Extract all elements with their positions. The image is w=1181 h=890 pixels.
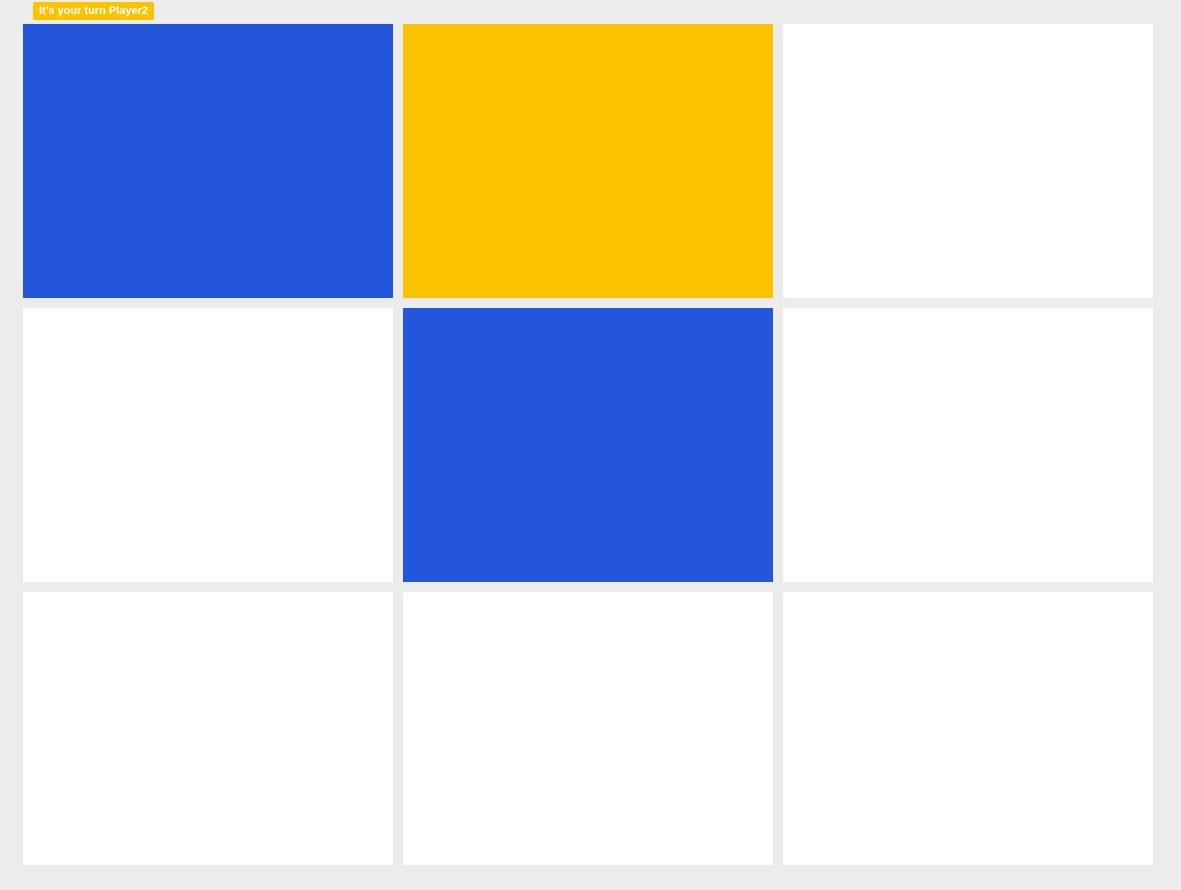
board-cell-2[interactable]	[403, 24, 773, 298]
board-cell-9[interactable]	[783, 592, 1153, 865]
board-cell-8[interactable]	[403, 592, 773, 865]
board-cell-7[interactable]	[23, 592, 393, 865]
board-cell-1[interactable]	[23, 24, 393, 298]
board-cell-3[interactable]	[783, 24, 1153, 298]
board-cell-5[interactable]	[403, 308, 773, 582]
board-cell-6[interactable]	[783, 308, 1153, 582]
board-cell-4[interactable]	[23, 308, 393, 582]
game-board	[23, 24, 1153, 865]
turn-status-badge: It's your turn Player2	[33, 2, 154, 20]
